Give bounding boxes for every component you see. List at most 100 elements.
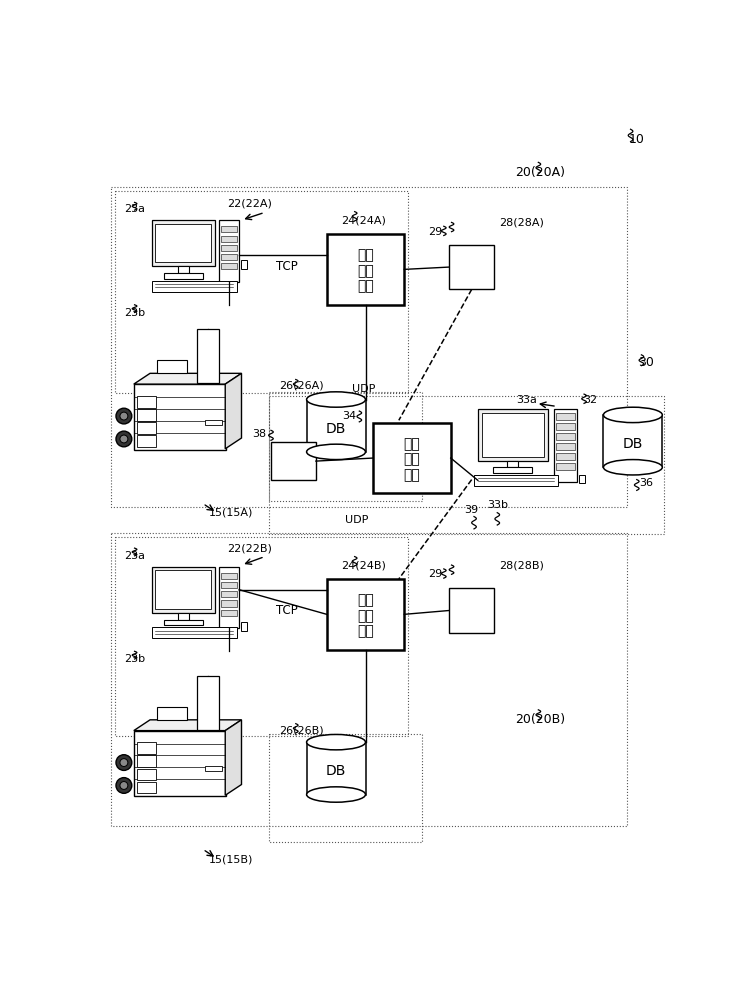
- Text: 22(22B): 22(22B): [228, 543, 272, 553]
- Bar: [112, 187, 627, 507]
- Bar: [222, 263, 237, 269]
- Text: 33b: 33b: [487, 500, 507, 510]
- Circle shape: [116, 755, 132, 770]
- Bar: [222, 582, 237, 588]
- Text: 装置: 装置: [357, 279, 374, 293]
- Text: 无线: 无线: [357, 248, 374, 262]
- Bar: [137, 422, 155, 434]
- Bar: [222, 573, 237, 579]
- Text: TCP: TCP: [275, 604, 297, 617]
- Circle shape: [120, 412, 128, 420]
- Bar: [474, 475, 558, 486]
- Bar: [133, 731, 226, 796]
- Ellipse shape: [307, 787, 366, 802]
- Bar: [556, 433, 575, 440]
- Bar: [205, 766, 222, 771]
- Bar: [241, 622, 247, 631]
- Bar: [222, 235, 237, 242]
- Text: 23b: 23b: [124, 308, 145, 318]
- Text: 34: 34: [342, 411, 356, 421]
- Polygon shape: [133, 373, 241, 384]
- Bar: [603, 415, 662, 467]
- Bar: [268, 396, 664, 534]
- Text: DB: DB: [326, 422, 346, 436]
- Text: 23a: 23a: [124, 204, 145, 214]
- Bar: [449, 245, 494, 289]
- Polygon shape: [225, 373, 241, 449]
- Bar: [133, 384, 226, 450]
- Bar: [222, 600, 237, 607]
- Text: 15(15A): 15(15A): [209, 508, 253, 518]
- Text: 28(28A): 28(28A): [500, 217, 544, 227]
- Text: 22(22A): 22(22A): [228, 198, 272, 208]
- Text: 30: 30: [638, 356, 654, 369]
- Bar: [241, 260, 247, 269]
- Bar: [178, 613, 188, 620]
- Text: 36: 36: [639, 478, 653, 488]
- Bar: [155, 224, 211, 262]
- Text: 28(28B): 28(28B): [500, 560, 544, 570]
- Bar: [556, 453, 575, 460]
- Bar: [307, 400, 366, 452]
- Bar: [137, 755, 155, 767]
- Bar: [493, 467, 532, 473]
- Text: 10: 10: [629, 133, 645, 146]
- Bar: [115, 537, 408, 736]
- Bar: [137, 769, 155, 780]
- Circle shape: [120, 782, 128, 789]
- Bar: [152, 220, 215, 266]
- Bar: [482, 413, 544, 457]
- Text: 32: 32: [583, 395, 597, 405]
- Text: 无线: 无线: [403, 437, 421, 451]
- Bar: [152, 627, 237, 638]
- Bar: [137, 409, 155, 421]
- Text: 33a: 33a: [516, 395, 538, 405]
- Ellipse shape: [603, 460, 662, 475]
- Bar: [268, 734, 422, 842]
- Bar: [222, 591, 237, 597]
- Ellipse shape: [603, 407, 662, 423]
- Bar: [198, 676, 219, 730]
- Bar: [268, 392, 422, 501]
- Text: 无线: 无线: [357, 593, 374, 607]
- Bar: [164, 620, 203, 625]
- Bar: [556, 423, 575, 430]
- Bar: [219, 220, 239, 282]
- Text: 26(26B): 26(26B): [279, 726, 323, 736]
- Bar: [307, 742, 366, 795]
- Polygon shape: [225, 720, 241, 795]
- Text: 装置: 装置: [357, 624, 374, 638]
- Bar: [137, 742, 155, 754]
- Text: 15(15B): 15(15B): [209, 854, 253, 864]
- Bar: [222, 226, 237, 232]
- Bar: [219, 567, 239, 628]
- Bar: [556, 463, 575, 470]
- Text: 24(24B): 24(24B): [341, 560, 385, 570]
- Text: 26(26A): 26(26A): [279, 381, 323, 391]
- Bar: [373, 423, 451, 493]
- Text: 23b: 23b: [124, 654, 145, 664]
- Bar: [137, 782, 155, 793]
- Circle shape: [120, 759, 128, 766]
- Text: UDP: UDP: [345, 515, 368, 525]
- Text: UDP: UDP: [352, 384, 375, 394]
- Text: 辅助: 辅助: [357, 264, 374, 278]
- Bar: [115, 191, 408, 393]
- Ellipse shape: [307, 444, 366, 460]
- Bar: [155, 570, 211, 609]
- Circle shape: [116, 408, 132, 424]
- Bar: [326, 234, 404, 305]
- Bar: [112, 533, 627, 826]
- Circle shape: [120, 435, 128, 443]
- Bar: [578, 475, 585, 483]
- Bar: [222, 245, 237, 251]
- Text: 29: 29: [428, 569, 443, 579]
- Ellipse shape: [307, 392, 366, 407]
- Bar: [222, 610, 237, 616]
- Text: 24(24A): 24(24A): [341, 215, 385, 225]
- Bar: [164, 273, 203, 279]
- Bar: [198, 329, 219, 383]
- Bar: [152, 567, 215, 613]
- Circle shape: [116, 778, 132, 793]
- Text: DB: DB: [326, 764, 346, 778]
